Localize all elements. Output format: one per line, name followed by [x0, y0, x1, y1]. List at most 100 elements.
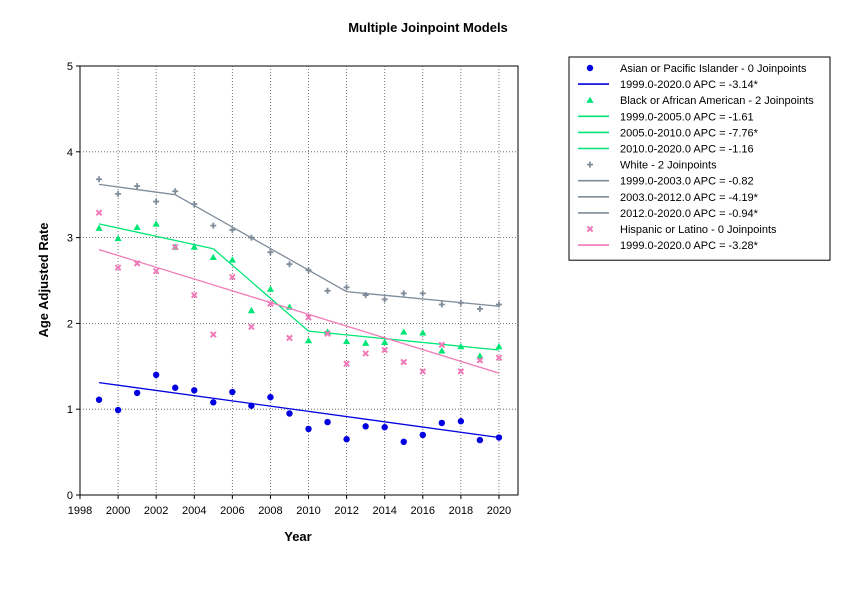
series-0 — [95, 371, 503, 446]
series-1 — [95, 220, 503, 359]
x-axis-title: Year — [284, 529, 311, 544]
data-point — [133, 260, 141, 267]
data-point — [438, 301, 445, 308]
x-tick-label: 2020 — [487, 505, 511, 517]
data-point — [457, 368, 465, 375]
data-point — [400, 358, 408, 366]
x-tick-label: 2002 — [144, 505, 168, 517]
data-point — [172, 188, 179, 195]
legend-label: 1999.0-2020.0 APC = -3.14* — [620, 79, 759, 91]
data-point — [114, 264, 122, 271]
legend-box — [568, 56, 831, 261]
legend-label: 2003.0-2012.0 APC = -4.19* — [620, 192, 759, 204]
data-point — [362, 423, 369, 430]
legend-label: 1999.0-2003.0 APC = -0.82 — [620, 176, 754, 188]
data-point — [190, 291, 198, 299]
data-point — [305, 314, 312, 321]
data-point — [248, 402, 255, 409]
data-point — [362, 350, 369, 357]
data-point — [324, 287, 331, 294]
y-tick-label: 3 — [67, 233, 73, 245]
data-point — [210, 222, 217, 229]
data-point — [114, 234, 122, 242]
fit-segment — [98, 381, 500, 439]
data-point — [152, 267, 160, 275]
data-point — [343, 284, 350, 291]
y-tick-label: 2 — [67, 318, 73, 330]
legend-label: 2005.0-2010.0 APC = -7.76* — [620, 127, 759, 139]
data-point — [495, 354, 503, 362]
data-point — [152, 220, 160, 227]
data-point — [95, 209, 103, 217]
y-axis-title: Age Adjusted Rate — [36, 222, 51, 337]
data-point — [343, 360, 350, 368]
legend-label: 1999.0-2020.0 APC = -3.28* — [620, 240, 759, 252]
y-tick-label: 0 — [67, 490, 73, 502]
data-point — [343, 337, 351, 345]
series-3 — [95, 209, 503, 375]
chart-title: Multiple Joinpoint Models — [348, 20, 508, 35]
data-point — [400, 290, 407, 297]
data-point — [247, 306, 255, 314]
data-point — [153, 198, 160, 205]
x-tick-label: 2004 — [182, 505, 206, 517]
x-tick-label: 1998 — [68, 505, 92, 517]
data-point — [381, 424, 388, 431]
data-point — [134, 183, 141, 190]
x-tick-label: 2010 — [296, 505, 320, 517]
data-point — [172, 384, 179, 391]
legend-label: 2010.0-2020.0 APC = -1.16 — [620, 144, 754, 156]
x-tick-label: 2014 — [372, 505, 396, 517]
data-point — [229, 273, 236, 281]
fit-segment — [174, 194, 347, 293]
plot-area: 1998 2000 2002 2004 2006 2008 2010 2012 2014 2016… — [67, 61, 519, 517]
data-point — [419, 431, 426, 439]
data-point — [191, 201, 198, 208]
data-point — [419, 290, 426, 297]
data-point — [267, 300, 274, 307]
data-point — [476, 356, 484, 364]
legend-marker — [586, 225, 594, 233]
data-point — [495, 342, 503, 350]
data-point — [304, 336, 313, 344]
data-point — [267, 393, 274, 401]
data-point — [114, 406, 122, 414]
data-point — [133, 389, 141, 397]
data-point — [305, 267, 312, 274]
data-point — [362, 339, 370, 346]
data-point — [362, 292, 369, 299]
data-point — [400, 328, 408, 335]
data-point — [381, 338, 389, 345]
data-point — [419, 329, 427, 336]
data-point — [286, 410, 293, 417]
data-point — [495, 434, 503, 441]
data-point — [115, 190, 122, 197]
data-point — [419, 368, 427, 375]
plot-frame — [79, 65, 519, 496]
data-point — [438, 341, 446, 349]
data-point — [457, 342, 465, 350]
data-point — [438, 347, 446, 354]
data-point — [190, 243, 198, 250]
data-point — [457, 418, 465, 425]
legend-marker — [586, 64, 594, 72]
legend-marker — [586, 96, 594, 103]
legend-marker — [587, 161, 593, 168]
x-tick-label: 2016 — [411, 505, 435, 517]
fit-segment — [98, 183, 176, 196]
data-point — [229, 226, 236, 233]
data-point — [248, 234, 255, 241]
data-point — [191, 387, 198, 394]
fit-segment — [98, 248, 500, 374]
data-point — [209, 253, 217, 261]
data-point — [476, 305, 483, 312]
data-point — [457, 299, 464, 306]
data-point — [96, 176, 103, 183]
x-tick-label: 2000 — [106, 505, 130, 517]
legend-label: 2012.0-2020.0 APC = -0.94* — [620, 208, 759, 220]
data-point — [95, 224, 103, 231]
data-point — [495, 301, 502, 308]
data-point — [267, 249, 274, 256]
y-tick-label: 4 — [67, 147, 73, 159]
data-point — [248, 323, 255, 331]
